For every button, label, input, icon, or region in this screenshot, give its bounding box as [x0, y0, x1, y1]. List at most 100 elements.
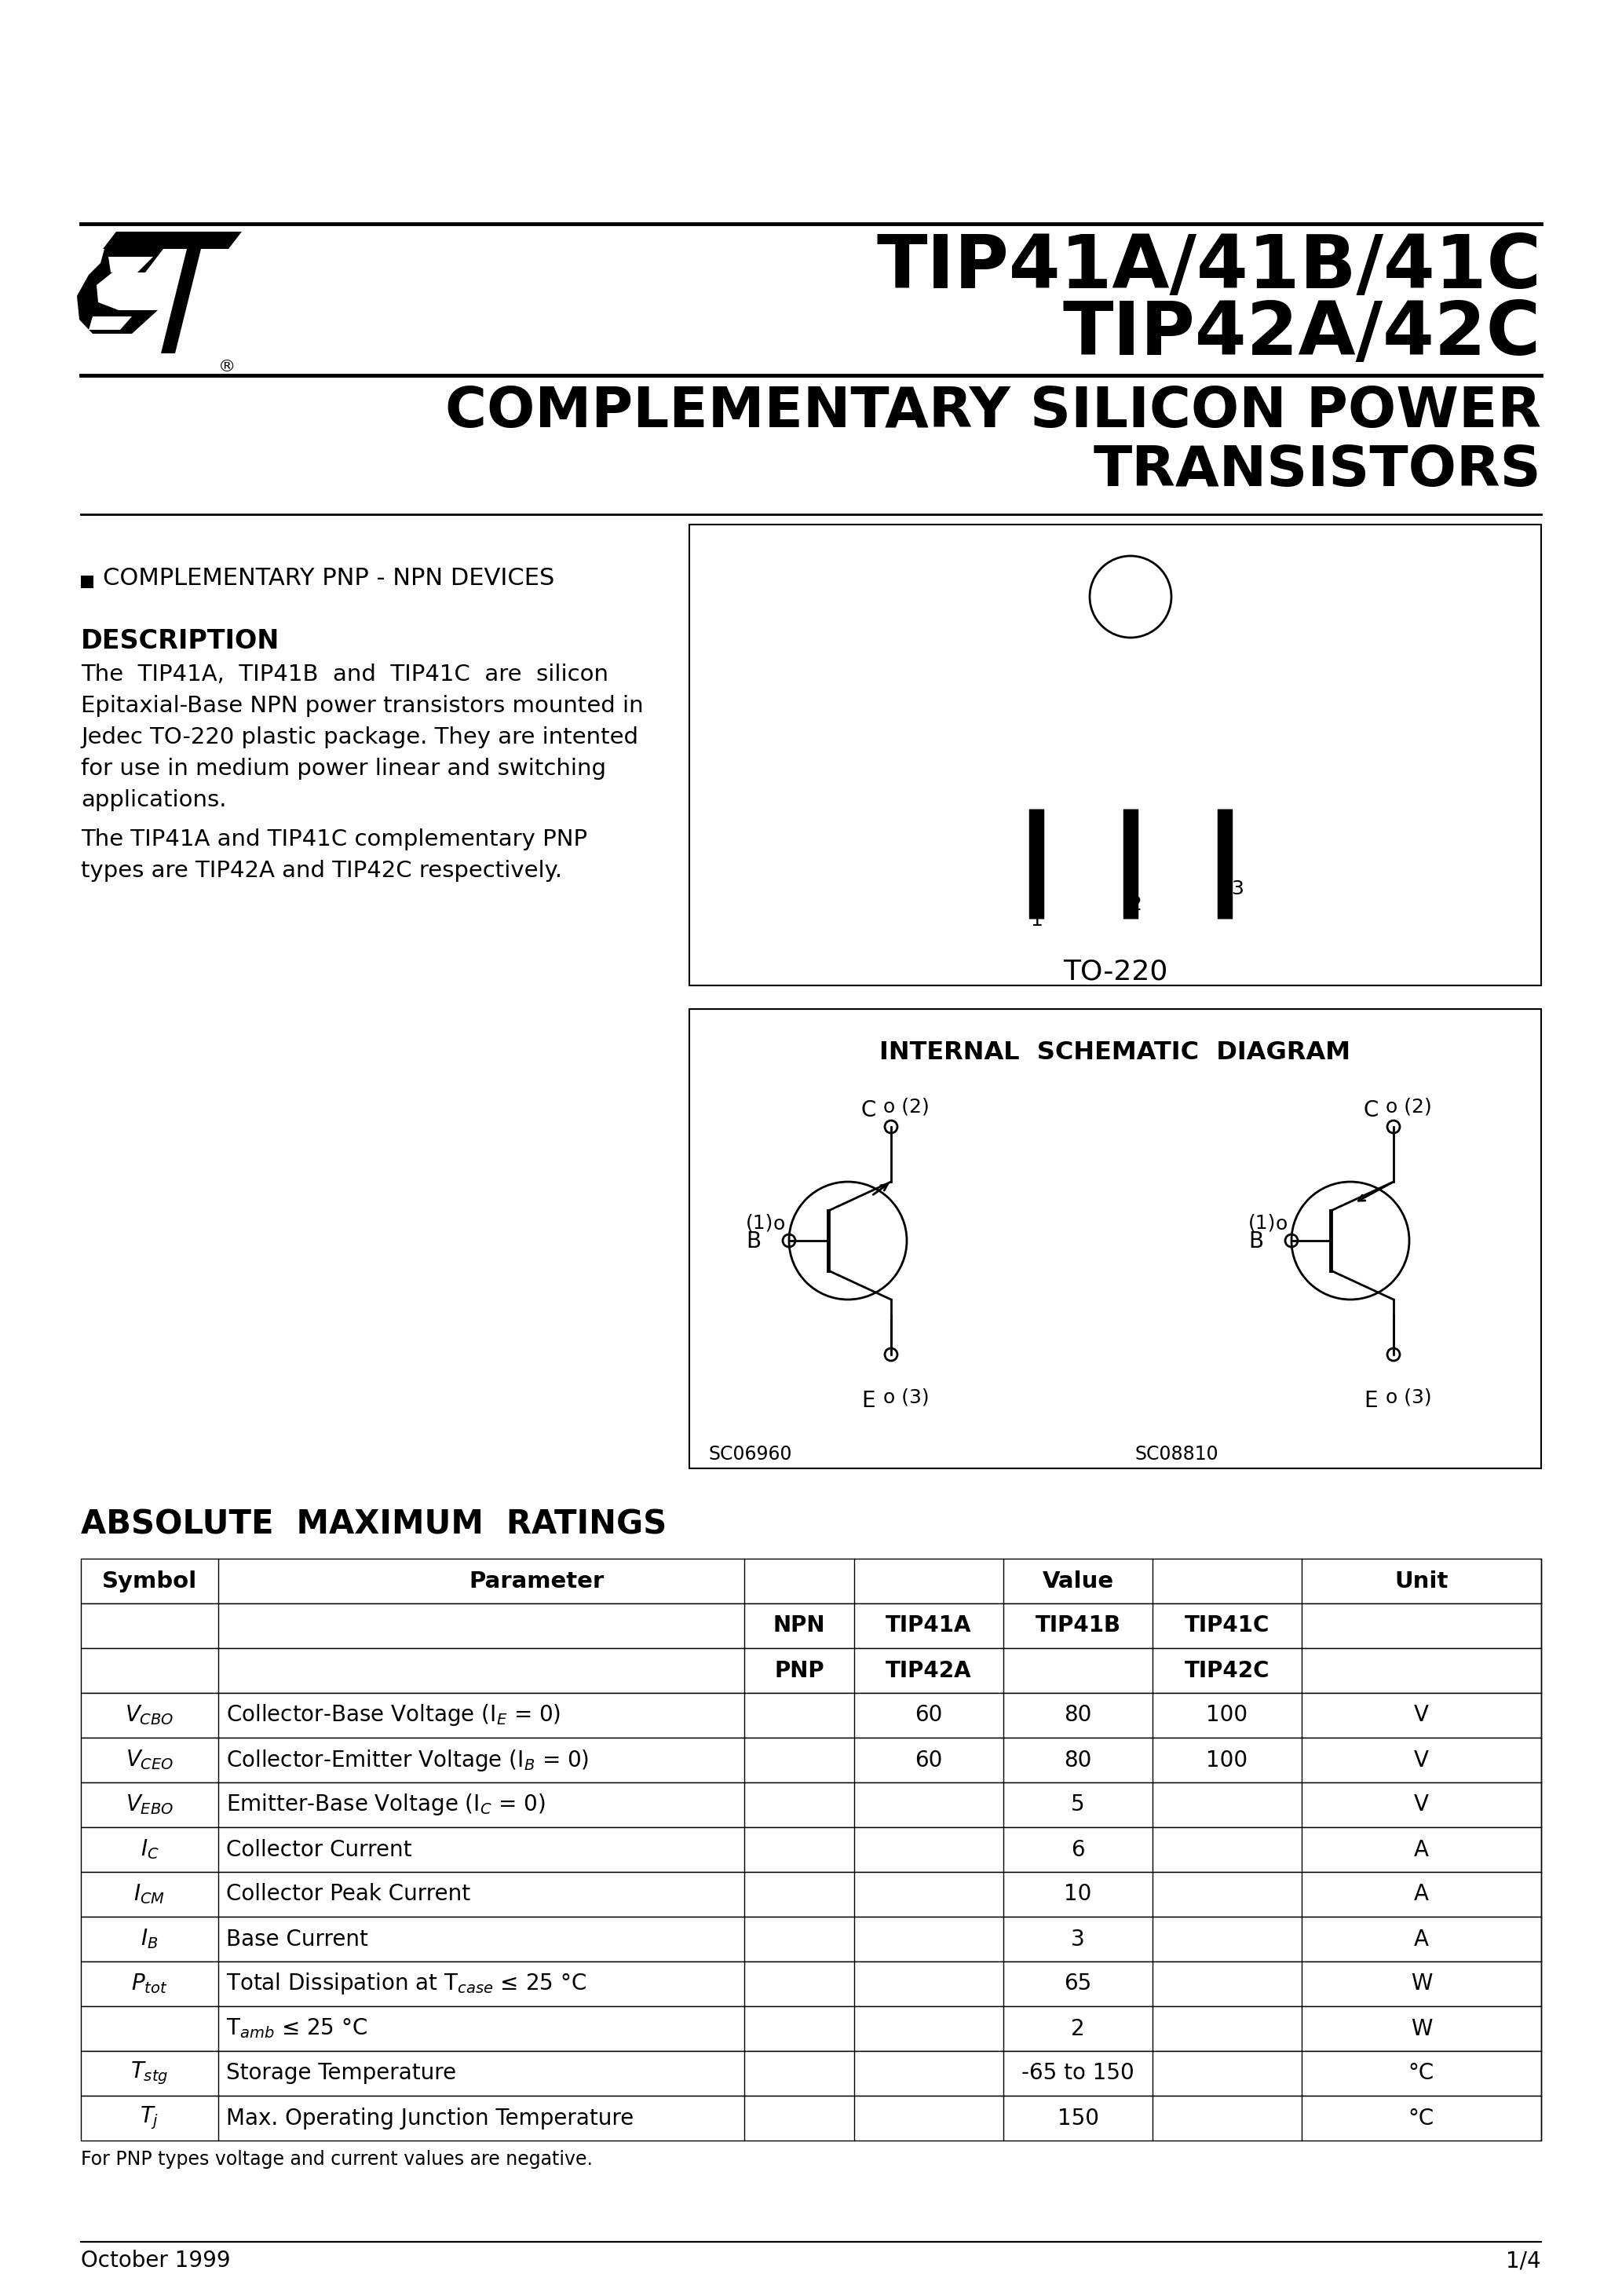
Polygon shape: [926, 631, 1335, 808]
Text: T$_{amb}$ ≤ 25 °C: T$_{amb}$ ≤ 25 °C: [225, 2016, 368, 2041]
Text: COMPLEMENTARY PNP - NPN DEVICES: COMPLEMENTARY PNP - NPN DEVICES: [102, 567, 555, 590]
Bar: [81, 1692, 1541, 1738]
Text: Value: Value: [1043, 1570, 1114, 1591]
Text: V: V: [1414, 1704, 1429, 1727]
Bar: [81, 1559, 1541, 1603]
Text: for use in medium power linear and switching: for use in medium power linear and switc…: [81, 758, 607, 781]
Text: Max. Operating Junction Temperature: Max. Operating Junction Temperature: [225, 2108, 634, 2128]
Text: 1/4: 1/4: [1507, 2250, 1541, 2271]
Text: PNP: PNP: [774, 1660, 824, 1681]
Text: ®: ®: [219, 358, 235, 374]
Text: 3: 3: [1231, 879, 1244, 898]
Text: 10: 10: [1064, 1883, 1092, 1906]
Text: o (2): o (2): [1385, 1097, 1432, 1116]
Text: TIP42A/42C: TIP42A/42C: [1062, 298, 1541, 370]
Bar: [81, 1961, 1541, 2007]
Text: Epitaxial-Base NPN power transistors mounted in: Epitaxial-Base NPN power transistors mou…: [81, 696, 644, 716]
Text: 80: 80: [1064, 1750, 1092, 1770]
Text: $V_{CEO}$: $V_{CEO}$: [125, 1747, 174, 1773]
Bar: [81, 2050, 1541, 2096]
Bar: [81, 2096, 1541, 2140]
Text: TIP41A/41B/41C: TIP41A/41B/41C: [876, 232, 1541, 303]
Text: ABSOLUTE  MAXIMUM  RATINGS: ABSOLUTE MAXIMUM RATINGS: [81, 1508, 667, 1541]
Text: TIP42C: TIP42C: [1184, 1660, 1270, 1681]
Bar: [81, 1649, 1541, 1692]
Text: -65 to 150: -65 to 150: [1022, 2062, 1134, 2085]
Text: C: C: [861, 1100, 876, 1120]
Text: Jedec TO-220 plastic package. They are intented: Jedec TO-220 plastic package. They are i…: [81, 726, 639, 748]
Bar: [81, 1871, 1541, 1917]
Text: Collector Current: Collector Current: [225, 1839, 412, 1860]
Text: 5: 5: [1071, 1793, 1085, 1816]
Text: Unit: Unit: [1395, 1570, 1448, 1591]
Text: 60: 60: [915, 1704, 942, 1727]
Text: 60: 60: [915, 1750, 942, 1770]
Text: B: B: [746, 1231, 761, 1251]
Polygon shape: [89, 317, 131, 331]
Text: $I_C$: $I_C$: [139, 1837, 159, 1862]
Text: W: W: [1411, 2018, 1432, 2039]
Text: 2: 2: [1129, 895, 1142, 914]
Text: TO-220: TO-220: [1062, 957, 1168, 985]
Text: NPN: NPN: [774, 1614, 826, 1637]
Text: V: V: [1414, 1793, 1429, 1816]
Bar: [689, 523, 1541, 985]
Text: o (3): o (3): [884, 1389, 929, 1407]
Bar: [81, 576, 94, 588]
Text: The TIP41A and TIP41C complementary PNP: The TIP41A and TIP41C complementary PNP: [81, 829, 587, 850]
Text: types are TIP42A and TIP42C respectively.: types are TIP42A and TIP42C respectively…: [81, 859, 563, 882]
Text: Collector-Base Voltage (I$_E$ = 0): Collector-Base Voltage (I$_E$ = 0): [225, 1704, 561, 1729]
Text: (1): (1): [1249, 1215, 1277, 1233]
Text: Storage Temperature: Storage Temperature: [225, 2062, 456, 2085]
Bar: [81, 2007, 1541, 2050]
Text: 2: 2: [1071, 2018, 1085, 2039]
Text: October 1999: October 1999: [81, 2250, 230, 2271]
Text: A: A: [1414, 1839, 1429, 1860]
Text: °C: °C: [1408, 2062, 1434, 2085]
Text: o (3): o (3): [1385, 1389, 1432, 1407]
Text: $I_B$: $I_B$: [141, 1926, 159, 1952]
Text: V: V: [1414, 1750, 1429, 1770]
Text: For PNP types voltage and current values are negative.: For PNP types voltage and current values…: [81, 2149, 592, 2170]
Text: 65: 65: [1064, 1972, 1092, 1995]
Text: SC06960: SC06960: [709, 1444, 793, 1463]
Polygon shape: [161, 248, 201, 354]
Text: Symbol: Symbol: [102, 1570, 198, 1591]
Text: INTERNAL  SCHEMATIC  DIAGRAM: INTERNAL SCHEMATIC DIAGRAM: [879, 1040, 1351, 1065]
Bar: [81, 1828, 1541, 1871]
Text: $T_{stg}$: $T_{stg}$: [131, 2060, 169, 2087]
Circle shape: [1090, 556, 1171, 638]
Text: °C: °C: [1408, 2108, 1434, 2128]
Bar: [689, 1008, 1541, 1469]
Text: 6: 6: [1071, 1839, 1085, 1860]
Text: o: o: [1277, 1215, 1288, 1233]
Text: o (2): o (2): [884, 1097, 929, 1116]
Text: The  TIP41A,  TIP41B  and  TIP41C  are  silicon: The TIP41A, TIP41B and TIP41C are silico…: [81, 664, 608, 687]
Polygon shape: [926, 565, 1335, 631]
Text: W: W: [1411, 1972, 1432, 1995]
Text: A: A: [1414, 1883, 1429, 1906]
Text: 150: 150: [1058, 2108, 1098, 2128]
Text: TIP42A: TIP42A: [886, 1660, 972, 1681]
Polygon shape: [109, 257, 152, 273]
Polygon shape: [76, 248, 164, 333]
Text: Total Dissipation at T$_{case}$ ≤ 25 °C: Total Dissipation at T$_{case}$ ≤ 25 °C: [225, 1972, 587, 1998]
Text: $V_{CBO}$: $V_{CBO}$: [125, 1704, 174, 1727]
Text: Collector-Emitter Voltage (I$_B$ = 0): Collector-Emitter Voltage (I$_B$ = 0): [225, 1747, 589, 1773]
Text: A: A: [1414, 1929, 1429, 1949]
Text: $V_{EBO}$: $V_{EBO}$: [125, 1793, 174, 1816]
Text: (1): (1): [746, 1215, 774, 1233]
Text: SC08810: SC08810: [1135, 1444, 1218, 1463]
Text: $P_{tot}$: $P_{tot}$: [131, 1972, 167, 1995]
Text: $I_{CM}$: $I_{CM}$: [135, 1883, 165, 1906]
Text: o: o: [774, 1215, 785, 1233]
Text: TIP41B: TIP41B: [1035, 1614, 1121, 1637]
Text: E: E: [861, 1389, 876, 1412]
Text: 3: 3: [1071, 1929, 1085, 1949]
Text: Parameter: Parameter: [469, 1570, 603, 1591]
Text: 100: 100: [1207, 1704, 1247, 1727]
Text: 1: 1: [1030, 912, 1043, 930]
Text: TRANSISTORS: TRANSISTORS: [1093, 443, 1541, 498]
Polygon shape: [102, 232, 242, 248]
Bar: [81, 1603, 1541, 1649]
